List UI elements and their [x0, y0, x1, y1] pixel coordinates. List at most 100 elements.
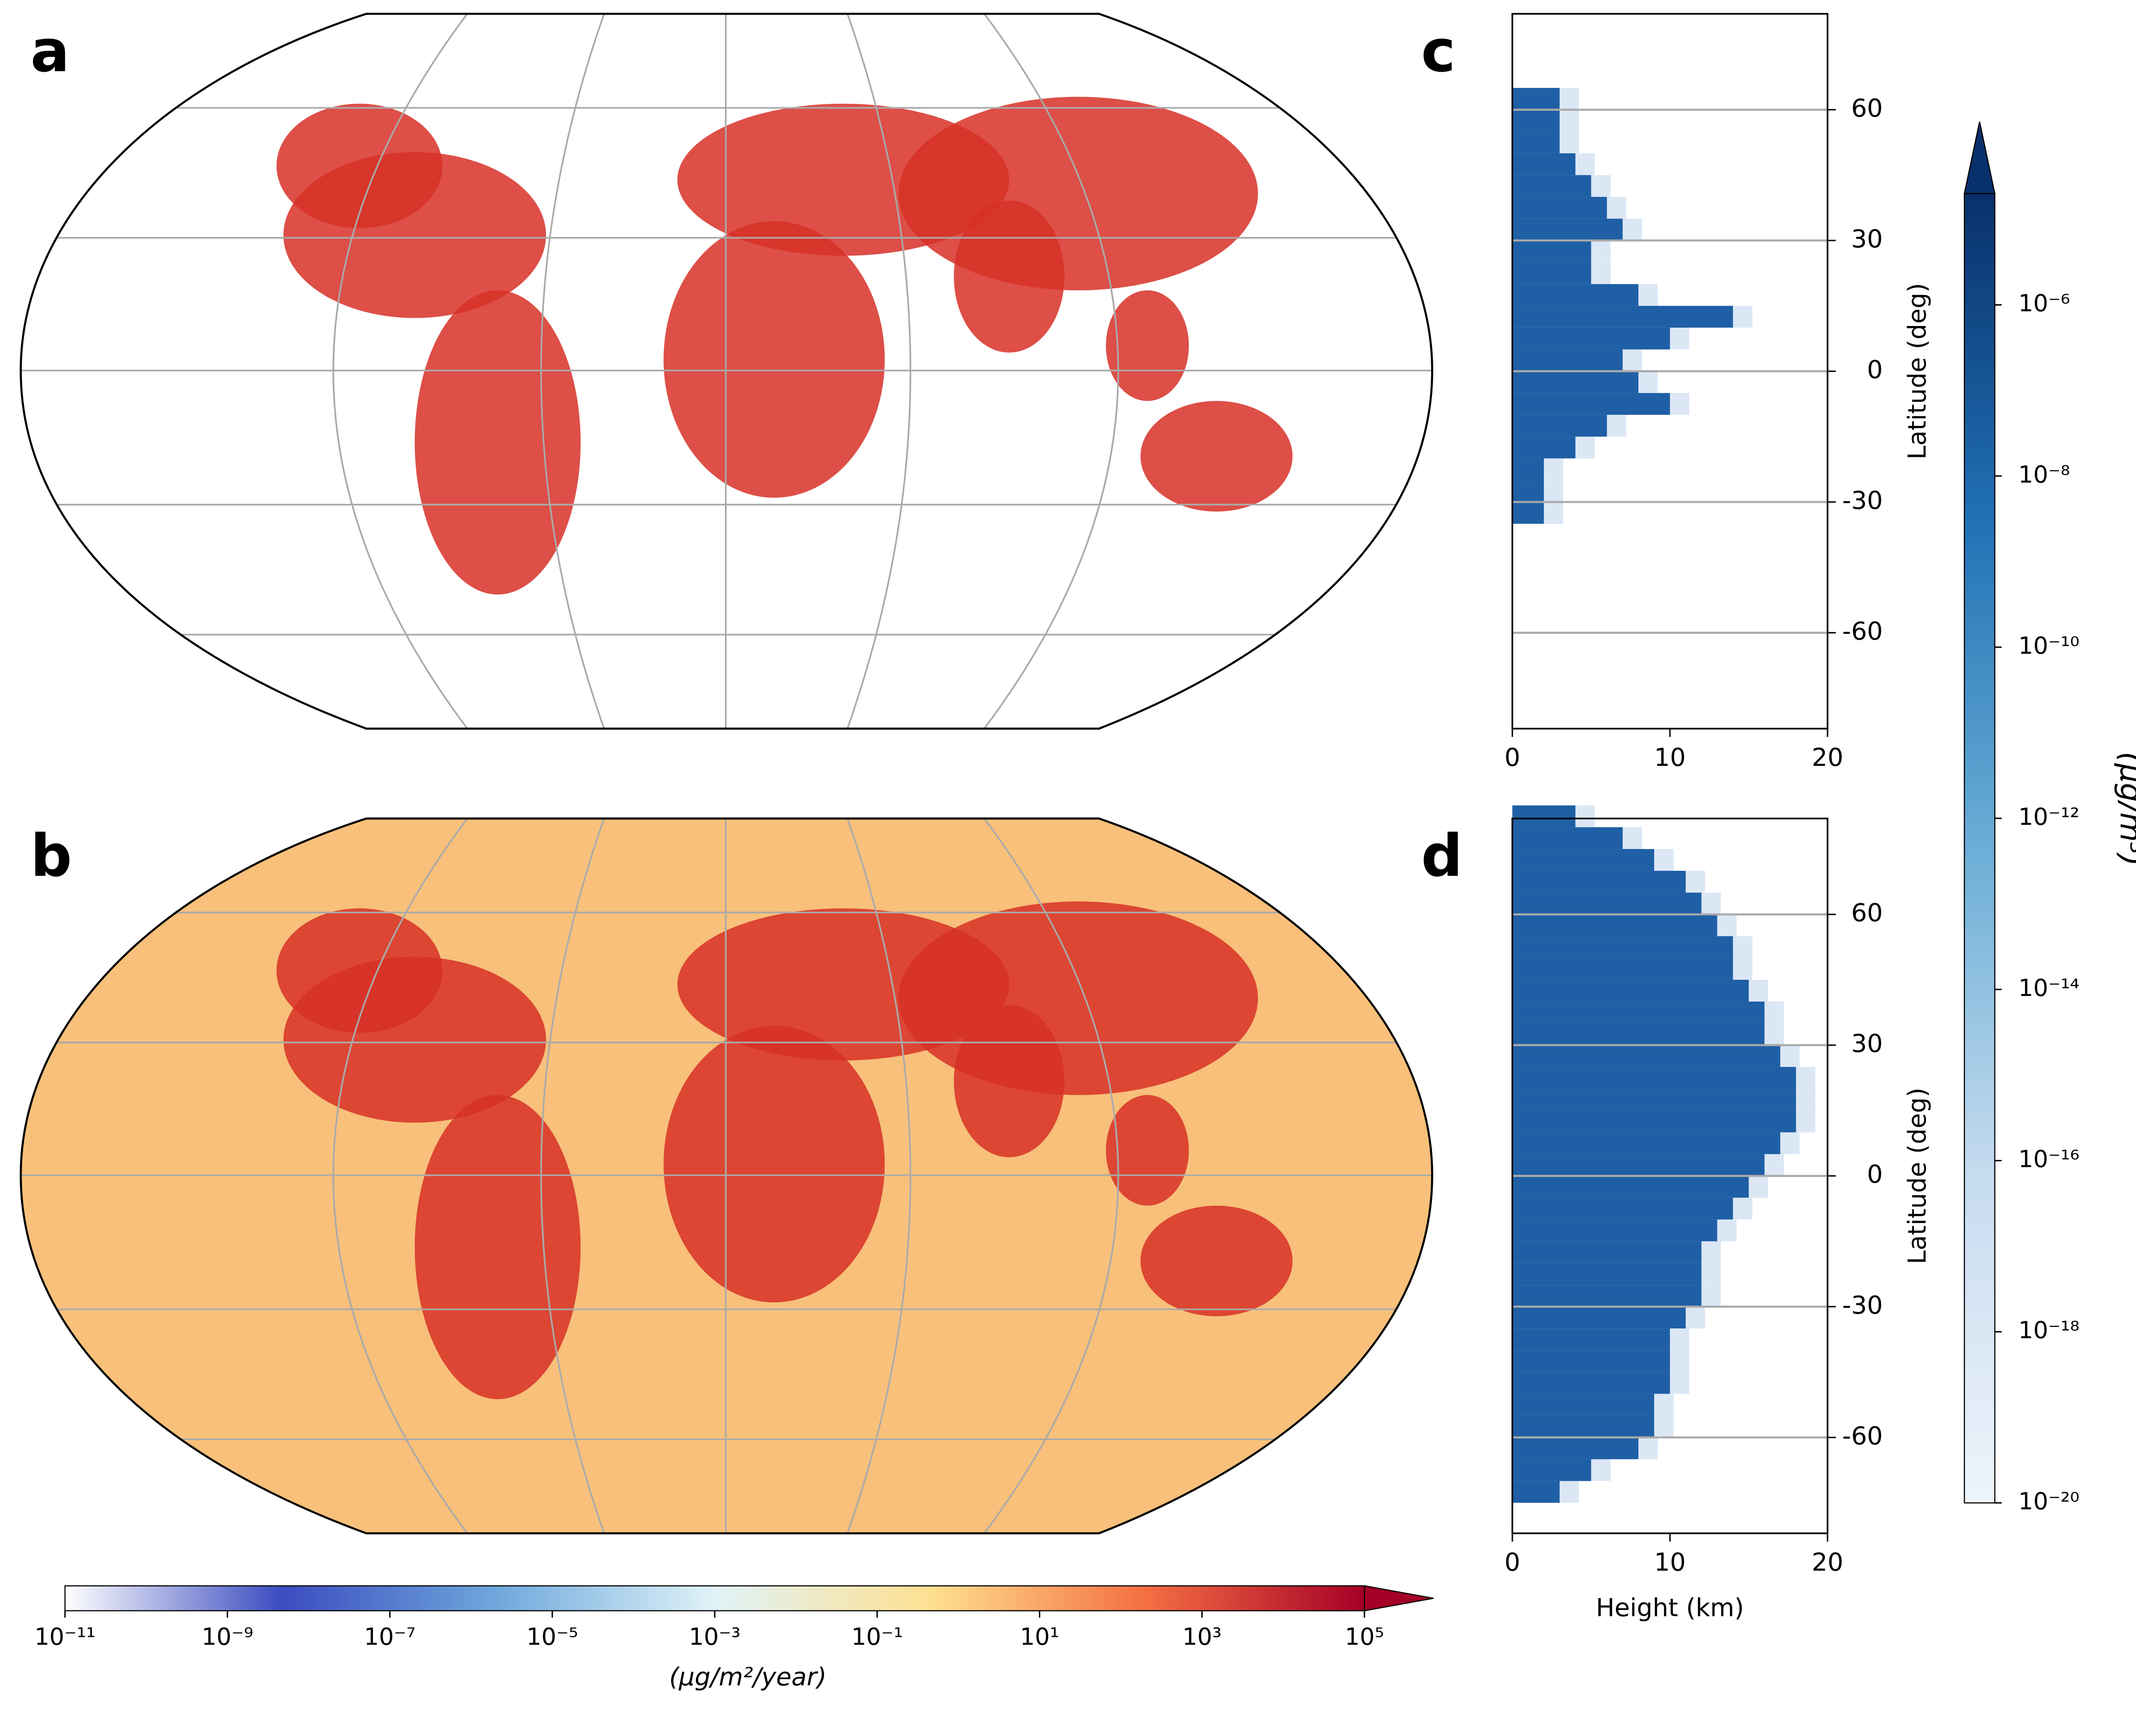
- profile-bar: [1512, 262, 1591, 284]
- land-region: [954, 200, 1065, 353]
- plot-frame: [1511, 817, 1828, 1534]
- profile-bar: [1512, 1350, 1670, 1372]
- x-tick-label: 20: [1812, 1548, 1843, 1577]
- y-tick-label: 30: [1851, 224, 1883, 253]
- colorbar-body: [1963, 193, 1995, 1504]
- colorbar-body: [64, 1585, 1365, 1612]
- land-region: [1140, 1205, 1293, 1316]
- colorbar-tick-label: 10¹: [1020, 1623, 1059, 1651]
- profile-bar: [1512, 436, 1576, 458]
- profile-bar: [1512, 1067, 1796, 1089]
- profile-bar: [1512, 1372, 1670, 1394]
- profile-bar: [1512, 1394, 1655, 1416]
- profile-bar: [1512, 1481, 1560, 1503]
- profile-bar: [1512, 175, 1591, 197]
- map-border: [20, 817, 1433, 1535]
- map-graticule: [332, 818, 468, 1533]
- y-tick-label: 60: [1851, 94, 1883, 123]
- panel-label: a: [30, 18, 70, 85]
- profile-bar: [1512, 1307, 1686, 1329]
- profile-bar: [1512, 849, 1655, 871]
- colorbar-label: (μg/m³): [2113, 752, 2136, 866]
- map-graticule: [846, 818, 912, 1533]
- profile-bar: [1512, 1328, 1670, 1351]
- colorbar-tick-label: 10⁻¹⁶: [2018, 1145, 2079, 1172]
- profile-bar: [1512, 153, 1576, 175]
- map-graticule: [332, 14, 468, 729]
- colorbar-extend: [1963, 121, 1996, 194]
- profile-bar: [1512, 936, 1733, 958]
- land-region: [663, 221, 885, 498]
- land-region: [1106, 1095, 1189, 1206]
- land-region: [898, 901, 1258, 1095]
- colorbar-tick-label: 10⁻⁵: [526, 1623, 578, 1651]
- profile-panel: 60 30 0 -30 -60 0 10 20 Latitude (deg) Height (km…: [1421, 805, 1932, 1622]
- profile-bar: [1512, 1023, 1765, 1046]
- y-axis-label: Latitude (deg): [1903, 283, 1932, 459]
- x-tick-label: 10: [1654, 743, 1686, 772]
- x-tick-label: 20: [1812, 743, 1843, 772]
- land-region: [1106, 290, 1189, 401]
- profile-bar: [1512, 1437, 1639, 1460]
- colorbar-tick-label: 10³: [1182, 1623, 1222, 1651]
- profile-bar: [1512, 1416, 1655, 1438]
- profile-bar: [1512, 958, 1733, 980]
- colorbar-tick-label: 10⁻¹²: [2018, 803, 2079, 830]
- y-tick-label: 0: [1867, 355, 1883, 384]
- profile-bar: [1512, 414, 1607, 437]
- map-graticule: [983, 818, 1119, 1533]
- profile-bar: [1512, 305, 1733, 328]
- profile-bar: [1512, 1176, 1749, 1198]
- colorbar-tick-label: 10⁻¹⁸: [2018, 1316, 2079, 1344]
- profile-bar: [1512, 502, 1544, 524]
- colorbar-tick-label: 10⁻⁶: [2018, 290, 2070, 317]
- profile-bar: [1512, 1263, 1702, 1285]
- land-region: [276, 908, 443, 1033]
- profile-bar: [1512, 1089, 1796, 1111]
- profile-bar: [1512, 893, 1702, 915]
- profile-bar: [1512, 371, 1639, 393]
- y-tick-label: -60: [1842, 617, 1883, 646]
- profile-bar: [1512, 480, 1544, 502]
- profile-bar: [1512, 393, 1670, 415]
- colorbar-tick-label: 10⁻¹⁰: [2018, 632, 2079, 659]
- profile-panel: 60 30 0 -30 -60 0 10 20 Latitude (deg) c: [1421, 13, 1932, 772]
- profile-bar: [1512, 1045, 1781, 1067]
- map-graticule: [846, 14, 912, 729]
- colorbar: 10⁻¹¹ 10⁻⁹ 10⁻⁷ 10⁻⁵ 10⁻³ 10⁻¹ 10¹ 10³ 10⁵ (μg/m²…: [35, 1585, 1434, 1692]
- profile-bar: [1512, 1110, 1796, 1133]
- panel-label: c: [1421, 18, 1456, 85]
- profile-bar: [1512, 327, 1670, 350]
- profile-bar: [1512, 197, 1607, 219]
- profile-bar: [1512, 1459, 1591, 1481]
- plot-frame: [1511, 13, 1828, 730]
- profile-bar: [1512, 1002, 1765, 1024]
- y-tick-label: -30: [1842, 1290, 1883, 1319]
- land-region: [898, 97, 1258, 291]
- profile-bar: [1512, 458, 1544, 480]
- x-tick-label: 0: [1505, 743, 1520, 772]
- colorbar-tick-label: 10⁻¹¹: [35, 1623, 96, 1651]
- profile-bar: [1512, 980, 1749, 1002]
- land-region: [414, 290, 581, 595]
- map-land: [21, 818, 1432, 1533]
- profile-bar: [1512, 871, 1686, 893]
- map-panel: b: [20, 817, 1433, 1535]
- land-region: [663, 1026, 885, 1303]
- land-region: [276, 103, 443, 228]
- colorbar-tick-label: 10⁻³: [689, 1623, 740, 1651]
- map-land: [21, 14, 1432, 729]
- profile-bar: [1512, 1132, 1781, 1154]
- panel-label: b: [30, 822, 72, 890]
- land-region: [954, 1005, 1065, 1157]
- land-region: [414, 1095, 581, 1399]
- colorbar-tick-label: 10⁵: [1345, 1623, 1384, 1651]
- y-tick-label: -30: [1842, 486, 1883, 515]
- land-region: [1140, 401, 1293, 512]
- y-tick-label: 30: [1851, 1029, 1883, 1058]
- map-graticule: [540, 14, 605, 729]
- colorbar-tick-label: 10⁻¹⁴: [2018, 974, 2079, 1002]
- profile-bar: [1512, 1241, 1702, 1263]
- profile-bar: [1512, 109, 1560, 132]
